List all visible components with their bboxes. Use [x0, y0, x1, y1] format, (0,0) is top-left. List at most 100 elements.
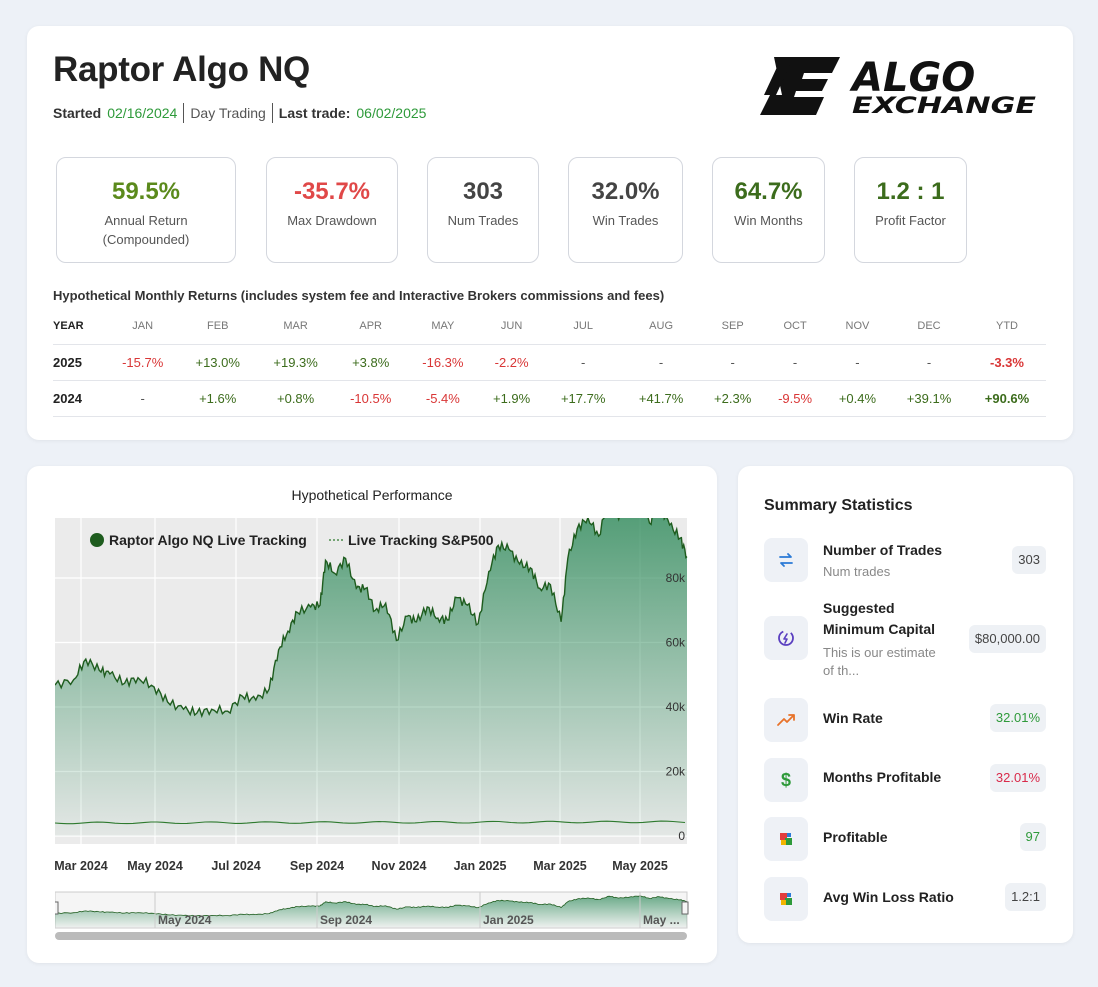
last-trade-label: Last trade:: [278, 105, 351, 121]
dollar-icon: $: [764, 758, 808, 802]
navigator-area-fill: [55, 895, 687, 927]
return-cell: -5.4%: [406, 380, 479, 417]
chart-navigator[interactable]: May 2024 Sep 2024 Jan 2025 May ...: [55, 890, 689, 942]
return-cell: -16.3%: [406, 344, 479, 381]
y-tick-label: 20k: [666, 765, 686, 779]
performance-card: Hypothetical Performance 0 20k 40k 60k 80k M…: [27, 466, 717, 963]
metric-label: Num Trades: [447, 213, 519, 228]
started-date: 02/16/2024: [107, 105, 178, 121]
return-cell: +1.6%: [178, 380, 257, 417]
return-cell: -: [622, 344, 701, 381]
return-cell: -: [544, 344, 623, 381]
summary-title: Summary Statistics: [764, 497, 913, 514]
column-header: MAY: [406, 308, 479, 345]
return-cell: +17.7%: [544, 380, 623, 417]
stat-sublabel: This is our estimate of th...: [823, 645, 936, 678]
x-tick-label: Jan 2025: [454, 859, 507, 873]
navigator-series-line: [55, 895, 688, 917]
return-cell: +3.8%: [334, 344, 407, 381]
divider: [271, 103, 273, 123]
metric-value: 1.2 : 1: [876, 178, 945, 205]
column-header: JUL: [544, 308, 623, 345]
trend-up-icon: [764, 698, 808, 742]
x-tick-label: Nov 2024: [372, 859, 427, 873]
started-label: Started: [53, 105, 102, 121]
metric-profit-factor: 1.2 : 1 Profit Factor: [854, 157, 967, 263]
monthly-returns-title: Hypothetical Monthly Returns (includes s…: [53, 288, 665, 303]
navigator-scrollbar[interactable]: [55, 932, 687, 940]
navigator-tick-label: May 2024: [158, 913, 212, 927]
sp500-series-line: [55, 820, 686, 825]
metric-value: 64.7%: [734, 178, 803, 205]
return-cell: +39.1%: [890, 380, 968, 417]
stat-label: Suggested Minimum Capital: [823, 600, 936, 637]
stat-label: Win Rate: [823, 710, 883, 726]
stat-label: Number of Trades: [823, 542, 943, 558]
x-tick-label: May 2025: [612, 859, 668, 873]
stat-value-badge: 97: [1019, 823, 1046, 851]
return-cell: +13.0%: [178, 344, 257, 381]
navigator-tick-label: Jan 2025: [483, 913, 534, 927]
stat-value-badge: 303: [1012, 546, 1046, 574]
y-tick-label: 40k: [666, 700, 686, 714]
divider: [183, 103, 185, 123]
stat-sublabel: Num trades: [823, 564, 891, 579]
trading-style: Day Trading: [190, 105, 266, 121]
table-header-row: YEAR JAN FEB MAR APR MAY JUN JUL AUG SEP…: [53, 308, 1046, 345]
summary-statistics-card: Summary Statistics Number of Trades Num …: [738, 466, 1073, 943]
return-cell: +1.9%: [478, 380, 545, 417]
y-tick-label: 60k: [666, 636, 686, 650]
navigator-tick-label: Sep 2024: [320, 913, 372, 927]
legend-label-sp500[interactable]: Live Tracking S&P500: [348, 532, 494, 548]
return-cell: +0.8%: [256, 380, 335, 417]
return-cell: -: [765, 344, 825, 381]
y-tick-label: 0: [678, 829, 685, 843]
page-title: Raptor Algo NQ: [53, 50, 310, 89]
column-header: NOV: [824, 308, 891, 345]
metric-win-months: 64.7% Win Months: [712, 157, 825, 263]
column-header: MAR: [256, 308, 335, 345]
x-tick-label: Jul 2024: [211, 859, 260, 873]
metric-value: 59.5%: [111, 178, 181, 205]
last-trade-date: 06/02/2025: [356, 105, 427, 121]
navigator-handle-left[interactable]: [55, 901, 59, 915]
column-header: APR: [334, 308, 407, 345]
column-header: AUG: [622, 308, 701, 345]
table-row: 2024 - +1.6% +0.8% -10.5% -5.4% +1.9% +1…: [53, 380, 1046, 417]
metric-label: Win Months: [734, 213, 803, 228]
column-header: JAN: [106, 308, 179, 345]
y-tick-label: 80k: [666, 571, 686, 585]
stat-label: Avg Win Loss Ratio: [823, 889, 954, 905]
column-header: YEAR: [53, 308, 107, 345]
return-cell: -15.7%: [106, 344, 179, 381]
algo-exchange-logo: ALGO EXCHANGE: [760, 55, 1036, 119]
x-tick-label: May 2024: [127, 859, 183, 873]
year-cell: 2025: [53, 344, 107, 381]
monthly-returns-table: YEAR JAN FEB MAR APR MAY JUN JUL AUG SEP…: [53, 308, 1046, 417]
stat-value-badge: 32.01%: [989, 704, 1046, 732]
metric-label: Annual Return (Compounded): [102, 213, 190, 247]
ytd-cell: -3.3%: [967, 344, 1046, 381]
navigator-handle-right[interactable]: [681, 901, 689, 915]
logo-word-algo: ALGO: [849, 55, 975, 101]
return-cell: -9.5%: [765, 380, 825, 417]
x-tick-label: Sep 2024: [290, 859, 344, 873]
return-cell: -: [824, 344, 891, 381]
metric-value: -35.7%: [293, 178, 371, 205]
return-cell: -: [106, 380, 179, 417]
chart-title: Hypothetical Performance: [291, 487, 453, 503]
column-header: SEP: [700, 308, 766, 345]
metric-label: Win Trades: [592, 213, 659, 228]
column-header: DEC: [890, 308, 968, 345]
chart-legend[interactable]: Raptor Algo NQ Live Tracking Live Tracki…: [90, 532, 494, 548]
return-cell: -: [700, 344, 766, 381]
column-header: OCT: [765, 308, 825, 345]
performance-chart[interactable]: 0 20k 40k 60k 80k Mar 2024 May 2024 Jul 2024 Se…: [55, 518, 689, 880]
year-cell: 2024: [53, 380, 107, 417]
legend-label-raptor[interactable]: Raptor Algo NQ Live Tracking: [109, 532, 307, 548]
return-cell: +2.3%: [700, 380, 766, 417]
raptor-series-line: [55, 518, 688, 719]
navigator-tick-label: May ...: [643, 913, 680, 927]
stat-value-badge: $80,000.00: [968, 625, 1046, 653]
metric-label: Max Drawdown: [287, 213, 377, 228]
